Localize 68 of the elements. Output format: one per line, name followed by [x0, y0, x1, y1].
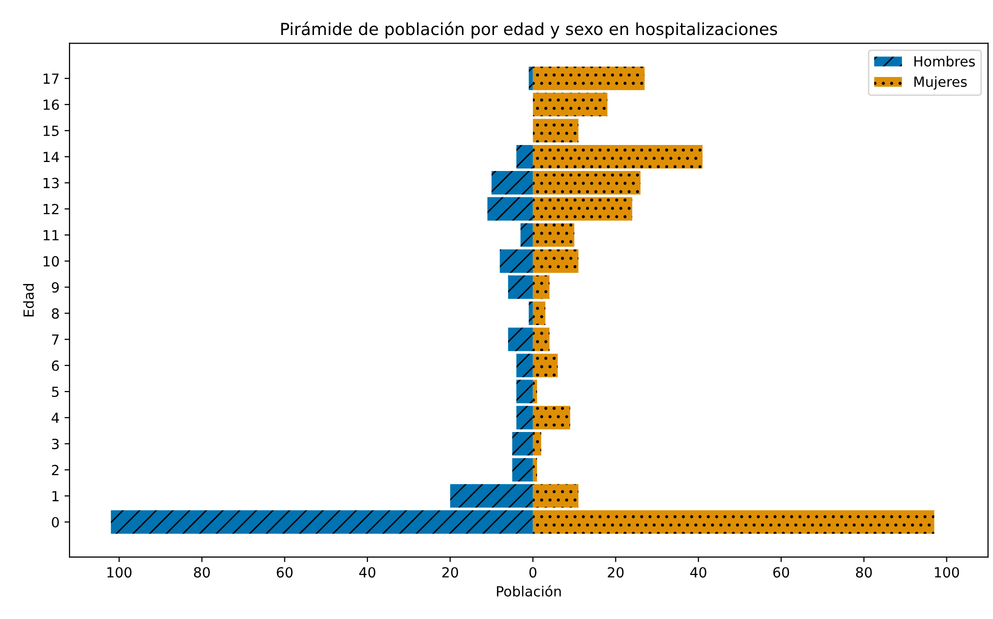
bar	[516, 354, 533, 378]
bar	[450, 484, 533, 508]
bar	[532, 302, 546, 326]
bar	[508, 275, 533, 299]
bar	[487, 197, 533, 221]
x-tick-label: 20	[442, 567, 458, 578]
bar	[532, 144, 703, 168]
y-tick-label: 6	[52, 360, 59, 371]
bar	[532, 92, 608, 116]
y-tick-label: 4	[52, 412, 60, 423]
x-tick-label: 60	[276, 567, 293, 578]
bar	[532, 354, 558, 378]
bar	[516, 144, 533, 168]
x-axis-title: Población	[496, 585, 561, 597]
chart-title: Pirámide de población por edad y sexo en hospitalizaciones	[281, 22, 778, 38]
y-tick-label: 5	[52, 386, 59, 398]
y-tick-label: 9	[52, 282, 59, 293]
y-tick-label: 15	[44, 126, 59, 136]
y-tick-label: 2	[52, 464, 58, 476]
bar	[532, 432, 542, 456]
x-tick-label: 40	[359, 567, 376, 578]
bar	[532, 118, 578, 142]
y-tick-label: 12	[44, 204, 58, 214]
bar	[532, 328, 550, 352]
y-tick-label: 7	[52, 334, 59, 345]
bar	[532, 510, 934, 534]
bar	[532, 484, 578, 508]
bar	[110, 510, 533, 534]
bar	[532, 458, 538, 482]
y-tick-label: 3	[52, 438, 59, 450]
bar	[532, 171, 640, 195]
legend-label: Hombres	[914, 56, 975, 67]
x-tick-label: 100	[934, 567, 959, 578]
bar	[516, 380, 533, 404]
bar	[532, 249, 578, 273]
y-tick-label: 0	[52, 516, 59, 528]
y-axis-title: Edad	[23, 284, 34, 316]
x-tick-label: 20	[608, 567, 624, 578]
x-tick-label: 0	[529, 567, 536, 578]
bar	[492, 171, 533, 195]
y-tick-label: 17	[44, 74, 59, 84]
bar	[532, 275, 550, 299]
y-tick-label: 1	[52, 491, 59, 502]
y-tick-label: 8	[52, 308, 59, 319]
legend-label: Mujeres	[914, 76, 967, 90]
x-tick-label: 80	[194, 567, 210, 578]
y-tick-label: 16	[44, 99, 59, 110]
bar	[500, 249, 533, 273]
x-tick-label: 100	[107, 567, 132, 578]
bar	[508, 328, 533, 352]
x-tick-label: 60	[773, 567, 790, 578]
bar	[512, 458, 533, 482]
bar	[516, 406, 533, 430]
x-tick-label: 40	[690, 567, 706, 578]
x-tick-label: 80	[856, 567, 872, 578]
y-tick-label: 10	[44, 256, 59, 267]
bar	[520, 223, 533, 247]
y-tick-label: 14	[44, 152, 60, 162]
y-tick-label: 13	[44, 178, 59, 188]
y-tick-label: 11	[44, 230, 59, 240]
bar	[512, 432, 533, 456]
bar	[532, 380, 538, 404]
bar	[528, 302, 533, 326]
bar	[528, 66, 533, 90]
bar	[532, 406, 570, 430]
bar	[532, 223, 574, 247]
bar	[532, 197, 632, 221]
bar	[532, 66, 645, 90]
